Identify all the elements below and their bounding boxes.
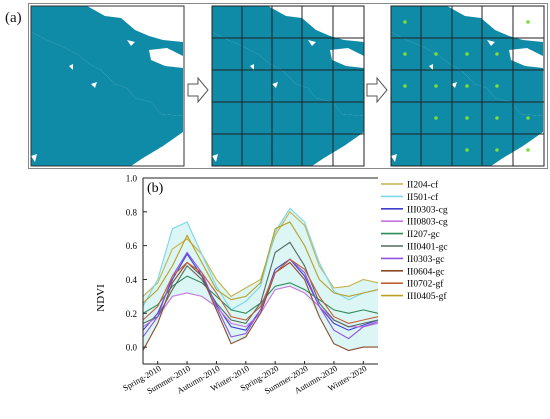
series-line-II0702-gf bbox=[142, 258, 379, 324]
sample-points bbox=[403, 20, 530, 152]
grid-lines-3 bbox=[390, 5, 545, 167]
grid-lines-2 bbox=[211, 5, 365, 167]
panel-a-label: (a) bbox=[5, 10, 22, 26]
legend-label: II207-gc bbox=[407, 230, 440, 240]
ndvi-line-chart: (b) NDVI 0.00.20.40.60.81.0Spring-2010Su… bbox=[95, 174, 448, 396]
legend-label: II0702-gf bbox=[407, 279, 444, 290]
panel-a: (a) bbox=[0, 0, 550, 170]
legend-label: III0303-cg bbox=[407, 205, 448, 215]
y-tick-label: 0.8 bbox=[126, 207, 138, 217]
panel-a-maps bbox=[30, 5, 545, 167]
y-tick-label: 0.4 bbox=[126, 275, 138, 285]
legend-label: III0803-cg bbox=[407, 218, 448, 228]
y-axis-label: NDVI bbox=[95, 284, 107, 312]
series-line-II204-cf bbox=[142, 210, 379, 298]
y-tick-label: 1.0 bbox=[126, 174, 138, 184]
y-tick-label: 0.6 bbox=[126, 241, 138, 251]
panel-b-label: (b) bbox=[147, 181, 164, 196]
envelope-area bbox=[143, 208, 378, 351]
legend-label: II204-cf bbox=[407, 180, 439, 191]
arrow-right-icon bbox=[366, 76, 388, 104]
panel-a-frame bbox=[28, 3, 548, 169]
arrow-right-icon bbox=[187, 76, 209, 104]
legend-label: II0303-gc bbox=[407, 255, 444, 265]
legend-label: III0405-gf bbox=[407, 291, 447, 302]
map-gridded bbox=[212, 6, 364, 166]
map-original bbox=[31, 6, 184, 166]
series-line-II0303-gc bbox=[142, 251, 379, 340]
series-line-III0401-gc bbox=[142, 241, 379, 328]
y-tick-label: 0.0 bbox=[126, 343, 138, 353]
legend-label: III0401-gc bbox=[407, 243, 448, 253]
series-lines bbox=[142, 207, 379, 352]
series-line-III0405-gf bbox=[142, 221, 379, 304]
shaded-range bbox=[143, 208, 378, 351]
y-tick-label: 0.2 bbox=[126, 309, 137, 319]
series-line-II0604-gc bbox=[142, 261, 378, 352]
panel-b: (b) NDVI 0.0 0.2 0.4 0.6 0.8 1.0 Spring-2010 Su… bbox=[0, 170, 550, 414]
legend-label: II501-cf bbox=[407, 192, 439, 203]
legend-label: II0604-gc bbox=[407, 267, 444, 277]
